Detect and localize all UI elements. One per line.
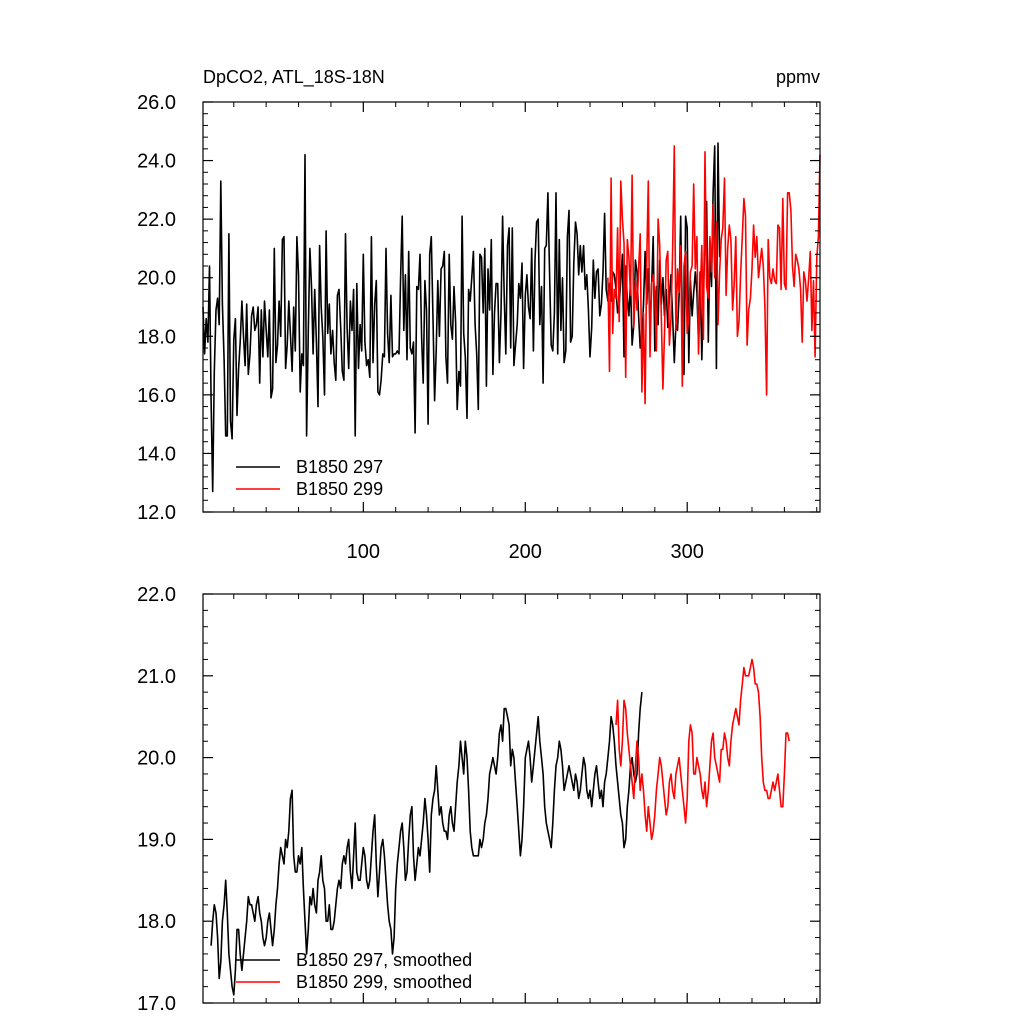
- plot-title: DpCO2, ATL_18S-18N: [203, 67, 385, 88]
- y-tick-label: 16.0: [137, 385, 176, 407]
- x-tick-label: 300: [671, 541, 704, 563]
- legend-label-2: B1850 299, smoothed: [296, 972, 472, 992]
- y-tick-label: 22.0: [137, 584, 176, 606]
- x-tick-label: 200: [509, 541, 542, 563]
- y-tick-label: 14.0: [137, 443, 176, 465]
- top-panel: 12.0 14.0 16.0 18.0 20.0 22.0 24.0 26.0 100 200 30…: [137, 92, 821, 563]
- y-tick-label: 22.0: [137, 209, 176, 231]
- units-label: ppmv: [776, 67, 820, 87]
- legend-label-2: B1850 299: [296, 479, 383, 499]
- y-tick-label: 20.0: [137, 268, 176, 290]
- bottom-panel: 17.0 18.0 19.0 20.0 21.0 22.0 B1850 297, smoot…: [137, 584, 821, 1015]
- y-tick-label: 19.0: [137, 829, 176, 851]
- plot-frame: [202, 101, 821, 513]
- series-line-2: [615, 658, 790, 841]
- legend-label-1: B1850 297: [296, 457, 383, 477]
- series-line-1: [210, 692, 643, 996]
- y-tick-label: 21.0: [137, 666, 176, 688]
- series-line-1: [202, 142, 721, 493]
- y-tick-label: 24.0: [137, 151, 176, 173]
- y-tick-label: 20.0: [137, 748, 176, 770]
- x-tick-label: 100: [347, 541, 380, 563]
- legend-label-1: B1850 297, smoothed: [296, 950, 472, 970]
- y-tick-label: 12.0: [137, 502, 176, 524]
- plot-frame: [202, 593, 821, 1004]
- y-tick-label: 17.0: [137, 993, 176, 1015]
- y-tick-label: 18.0: [137, 911, 176, 933]
- y-tick-label: 26.0: [137, 92, 176, 114]
- series-line-2: [607, 145, 821, 405]
- y-tick-label: 18.0: [137, 326, 176, 348]
